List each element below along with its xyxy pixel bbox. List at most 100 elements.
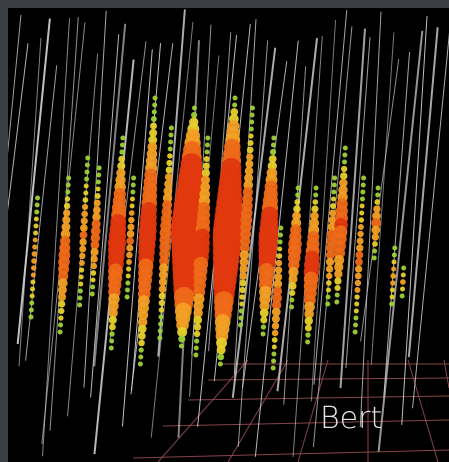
hit xyxy=(194,323,201,330)
hit xyxy=(84,170,89,175)
hit xyxy=(334,270,342,278)
hit xyxy=(247,147,254,154)
hit xyxy=(91,278,96,283)
hit xyxy=(360,190,365,195)
hit xyxy=(159,307,164,312)
hit xyxy=(341,166,347,172)
hit xyxy=(261,332,266,337)
hit xyxy=(248,140,254,146)
hit xyxy=(305,325,312,332)
hit xyxy=(334,300,339,305)
hit xyxy=(109,339,114,344)
hit xyxy=(305,317,313,325)
hit xyxy=(218,362,223,367)
hit xyxy=(169,126,174,131)
hit xyxy=(372,256,377,261)
hit xyxy=(118,156,125,163)
hit xyxy=(275,266,282,273)
hit xyxy=(85,156,90,161)
hit xyxy=(272,315,280,323)
hit xyxy=(120,143,125,148)
hit xyxy=(33,238,38,243)
hit xyxy=(355,287,361,293)
hit xyxy=(239,294,245,300)
hit xyxy=(353,316,358,321)
hit xyxy=(331,196,336,201)
hit xyxy=(96,173,101,178)
hit xyxy=(332,176,337,181)
hit xyxy=(66,176,71,181)
hit xyxy=(375,193,380,198)
hit xyxy=(289,290,295,296)
hit xyxy=(77,303,82,308)
hit xyxy=(84,177,89,182)
hit xyxy=(311,205,318,212)
hit xyxy=(138,355,143,360)
hit xyxy=(305,332,310,337)
hit xyxy=(194,316,202,324)
hit xyxy=(178,335,185,342)
hit xyxy=(203,162,210,169)
hit xyxy=(400,294,405,299)
hit xyxy=(152,110,157,115)
hit xyxy=(335,285,341,291)
hit xyxy=(332,183,337,188)
hit xyxy=(194,346,199,351)
hit xyxy=(32,244,37,249)
hit xyxy=(30,287,35,292)
hit xyxy=(81,211,88,218)
hit xyxy=(325,302,330,307)
hit xyxy=(90,255,97,262)
hit xyxy=(239,302,244,307)
hit xyxy=(278,233,283,238)
event-label: Bert xyxy=(320,401,382,436)
hit xyxy=(127,230,135,238)
hit xyxy=(276,260,283,267)
hit xyxy=(239,272,247,280)
hit xyxy=(138,362,143,367)
hit xyxy=(334,277,341,284)
hit xyxy=(58,293,66,301)
hit xyxy=(359,211,364,216)
hit xyxy=(159,285,167,293)
hit xyxy=(355,273,362,280)
hit xyxy=(166,160,172,166)
hit xyxy=(126,244,133,251)
hit xyxy=(138,347,143,352)
hit xyxy=(33,224,38,229)
hit xyxy=(95,186,100,191)
hit xyxy=(391,267,396,272)
hit xyxy=(354,294,359,299)
hit xyxy=(81,217,88,224)
hit xyxy=(331,190,336,195)
hit xyxy=(392,246,397,251)
hit xyxy=(326,295,331,300)
hit xyxy=(232,102,237,107)
hit xyxy=(31,273,36,278)
hit xyxy=(205,143,210,148)
hit xyxy=(357,238,364,245)
hit xyxy=(193,353,198,358)
hit xyxy=(125,281,130,286)
hit xyxy=(29,308,34,313)
hit xyxy=(58,300,65,307)
hit xyxy=(58,323,63,328)
hit xyxy=(272,337,278,343)
hit xyxy=(314,186,319,191)
hit xyxy=(31,258,37,264)
hit xyxy=(239,309,244,314)
hit xyxy=(131,183,136,188)
hit xyxy=(79,246,86,253)
hit xyxy=(392,253,397,258)
hit xyxy=(120,136,125,141)
hit xyxy=(289,274,298,283)
hit xyxy=(65,190,70,195)
hit xyxy=(356,244,363,251)
hit xyxy=(238,323,243,328)
hit xyxy=(390,280,395,285)
hit xyxy=(289,282,297,290)
hit xyxy=(131,176,136,181)
hit xyxy=(204,156,210,162)
hit xyxy=(401,266,406,271)
hit xyxy=(272,322,279,329)
